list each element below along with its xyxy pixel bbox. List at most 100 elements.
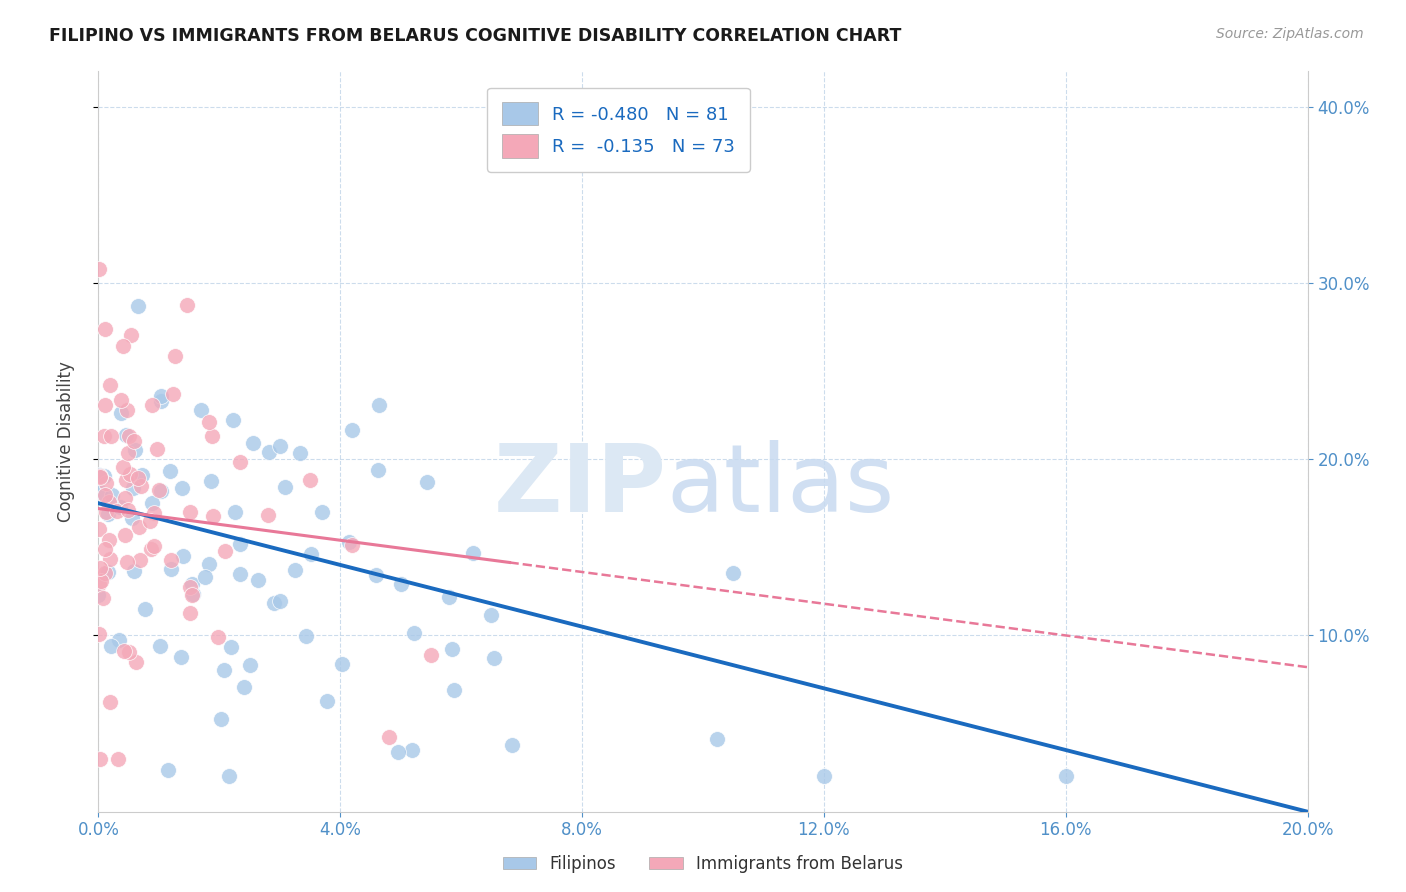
Point [364, 567, 387, 582]
Point [117, 445, 139, 459]
Point [117, 502, 139, 516]
Point [124, 442, 146, 457]
Point [110, 406, 132, 420]
Point [232, 680, 254, 694]
Point [172, 549, 194, 563]
Point [402, 626, 425, 640]
Point [129, 479, 152, 493]
Y-axis label: Cognitive Disability: Cognitive Disability [56, 361, 75, 522]
Point [290, 445, 312, 459]
Point [229, 567, 252, 582]
Point [93, 541, 115, 556]
Point [222, 413, 245, 427]
Point [387, 745, 409, 759]
Point [139, 514, 162, 528]
Point [128, 520, 150, 534]
Point [115, 403, 138, 417]
Point [149, 394, 172, 409]
Point [482, 651, 505, 665]
Point [114, 491, 136, 505]
Point [181, 577, 204, 591]
Point [284, 564, 307, 578]
Point [501, 738, 523, 752]
Point [115, 427, 138, 442]
Point [108, 633, 131, 648]
Point [127, 471, 149, 485]
Point [330, 657, 353, 671]
Point [157, 763, 180, 777]
Point [389, 576, 412, 591]
Point [256, 508, 278, 522]
Point [229, 455, 252, 469]
Point [115, 555, 138, 569]
Point [87, 588, 110, 602]
Point [197, 557, 219, 571]
Point [100, 639, 122, 653]
Text: ZIP: ZIP [494, 440, 666, 532]
Point [114, 527, 136, 541]
Point [110, 392, 132, 407]
Point [443, 683, 465, 698]
Point [118, 645, 141, 659]
Point [134, 602, 156, 616]
Point [440, 641, 463, 656]
Point [179, 580, 201, 594]
Point [105, 503, 128, 517]
Point [150, 389, 173, 403]
Point [142, 506, 165, 520]
Point [127, 299, 149, 313]
Legend: Filipinos, Immigrants from Belarus: Filipinos, Immigrants from Belarus [496, 848, 910, 880]
Point [94, 566, 117, 580]
Point [316, 694, 339, 708]
Point [112, 644, 135, 658]
Point [257, 445, 280, 459]
Point [87, 577, 110, 591]
Point [342, 538, 364, 552]
Point [118, 428, 141, 442]
Point [706, 732, 728, 747]
Point [125, 655, 148, 669]
Point [377, 730, 399, 744]
Point [148, 483, 170, 497]
Point [94, 488, 117, 502]
Point [198, 415, 221, 429]
Point [143, 539, 166, 553]
Point [269, 594, 291, 608]
Point [295, 629, 318, 643]
Point [461, 545, 484, 559]
Point [201, 429, 224, 443]
Point [274, 480, 297, 494]
Point [218, 769, 240, 783]
Point [420, 648, 443, 663]
Point [163, 349, 186, 363]
Point [131, 468, 153, 483]
Point [337, 535, 360, 549]
Point [100, 377, 122, 392]
Point [301, 547, 323, 561]
Point [179, 505, 201, 519]
Text: FILIPINO VS IMMIGRANTS FROM BELARUS COGNITIVE DISABILITY CORRELATION CHART: FILIPINO VS IMMIGRANTS FROM BELARUS COGN… [49, 27, 901, 45]
Point [159, 464, 181, 478]
Point [120, 467, 142, 481]
Point [239, 658, 262, 673]
Point [437, 591, 460, 605]
Point [110, 500, 132, 515]
Point [181, 587, 204, 601]
Point [723, 566, 745, 580]
Point [94, 398, 117, 412]
Point [209, 713, 232, 727]
Point [179, 606, 201, 620]
Point [367, 398, 389, 412]
Point [481, 608, 503, 623]
Point [162, 386, 184, 401]
Point [94, 505, 117, 519]
Point [122, 564, 145, 578]
Point [242, 435, 264, 450]
Point [224, 505, 246, 519]
Point [416, 475, 439, 490]
Point [101, 488, 124, 502]
Point [141, 398, 163, 412]
Point [122, 481, 145, 495]
Point [172, 481, 194, 495]
Point [129, 553, 152, 567]
